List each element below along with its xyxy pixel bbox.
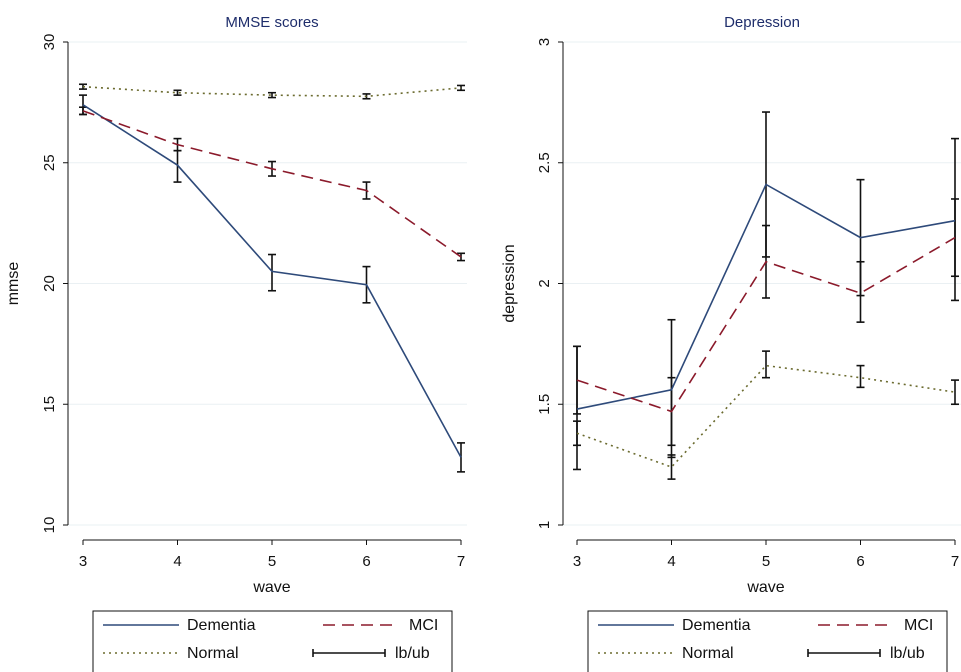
series-line-dementia xyxy=(576,183,956,410)
y-tick-label: 15 xyxy=(41,396,58,413)
y-tick-label: 10 xyxy=(41,517,58,534)
legend: Dementia MCI Normal lb/ub xyxy=(587,610,948,672)
y-axis-label: depression xyxy=(501,244,518,322)
series-line-normal xyxy=(576,364,956,468)
legend-label: lb/ub xyxy=(890,645,925,662)
x-axis-label: wave xyxy=(746,579,784,596)
y-tick-label: 30 xyxy=(41,34,58,51)
y-tick-label: 2.5 xyxy=(536,152,553,173)
y-tick-label: 1 xyxy=(536,521,553,529)
y-tick-label: 1.5 xyxy=(536,394,553,415)
x-tick-label: 3 xyxy=(79,553,87,570)
y-tick-label: 20 xyxy=(41,275,58,292)
legend-box xyxy=(587,610,948,672)
x-tick-label: 6 xyxy=(362,553,370,570)
legend-box xyxy=(92,610,453,672)
chart-panel-1: MMSE scores 10 15 20 25 30 3 4 5 6 7 wave mmse Dement… xyxy=(5,14,467,672)
y-axis-label: mmse xyxy=(5,262,22,306)
y-tick-label: 25 xyxy=(41,154,58,171)
legend-label: Dementia xyxy=(682,617,751,634)
x-tick-label: 7 xyxy=(951,553,959,570)
x-tick-label: 5 xyxy=(762,553,770,570)
x-tick-label: 4 xyxy=(173,553,181,570)
y-tick-label: 2 xyxy=(536,279,553,287)
series-line-mci xyxy=(576,236,956,413)
series-line-mci xyxy=(82,110,462,258)
x-tick-label: 3 xyxy=(573,553,581,570)
legend-label: MCI xyxy=(904,617,933,634)
legend-label: Normal xyxy=(187,645,239,662)
chart-title: MMSE scores xyxy=(225,14,318,31)
legend-label: Normal xyxy=(682,645,734,662)
x-tick-label: 7 xyxy=(457,553,465,570)
x-tick-label: 6 xyxy=(856,553,864,570)
chart-title: Depression xyxy=(724,14,800,31)
y-tick-label: 3 xyxy=(536,38,553,46)
x-tick-label: 4 xyxy=(667,553,675,570)
chart-panel-2: Depression 1 1.5 2 2.5 3 3 4 5 6 7 wave depression De… xyxy=(501,14,961,672)
x-tick-label: 5 xyxy=(268,553,276,570)
x-axis-label: wave xyxy=(252,579,290,596)
legend-label: Dementia xyxy=(187,617,256,634)
legend-label: MCI xyxy=(409,617,438,634)
series-line-dementia xyxy=(82,104,462,458)
legend: Dementia MCI Normal lb/ub xyxy=(92,610,453,672)
legend-label: lb/ub xyxy=(395,645,430,662)
